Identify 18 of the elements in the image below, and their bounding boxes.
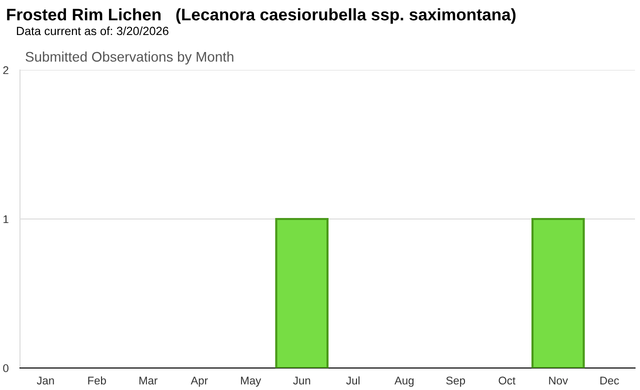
x-tick-label: Oct [498, 376, 516, 384]
x-tick-label: Jul [346, 376, 360, 384]
y-tick-label: 0 [3, 364, 8, 372]
x-tick-label: Jun [293, 376, 310, 384]
x-tick-label: Apr [190, 376, 208, 387]
y-tick-label: 2 [3, 66, 8, 74]
chart-title: Frosted Rim Lichen (Lecanora caesiorubella ssp. saximontana) [7, 8, 516, 24]
x-tick-label: Jan [36, 376, 54, 384]
y-tick-label: 1 [4, 215, 8, 224]
x-tick-label: Aug [394, 376, 414, 387]
x-tick-label: Dec [600, 376, 619, 384]
x-tick-label: May [241, 376, 262, 387]
chart-subtitle: Data current as of: 3/20/2026 [16, 26, 168, 36]
x-tick-label: Sep [446, 376, 466, 387]
x-tick-label: Mar [139, 376, 158, 384]
x-tick-label: Feb [88, 376, 106, 384]
text: Submitted Observations by Month [26, 52, 234, 64]
x-tick-label: Nov [549, 376, 568, 384]
